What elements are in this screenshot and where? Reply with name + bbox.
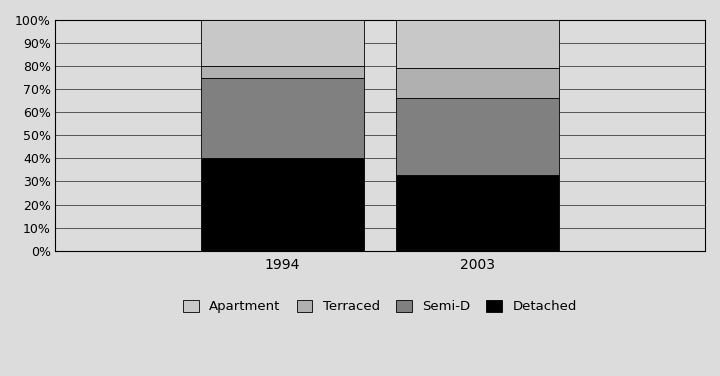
Bar bbox=[202, 20, 364, 66]
Legend: Apartment, Terraced, Semi-D, Detached: Apartment, Terraced, Semi-D, Detached bbox=[183, 300, 577, 313]
Bar bbox=[396, 174, 559, 251]
Bar bbox=[202, 158, 364, 251]
Bar bbox=[396, 99, 559, 174]
Bar bbox=[396, 68, 559, 99]
Bar bbox=[396, 20, 559, 68]
Bar bbox=[202, 78, 364, 158]
Bar bbox=[202, 66, 364, 78]
